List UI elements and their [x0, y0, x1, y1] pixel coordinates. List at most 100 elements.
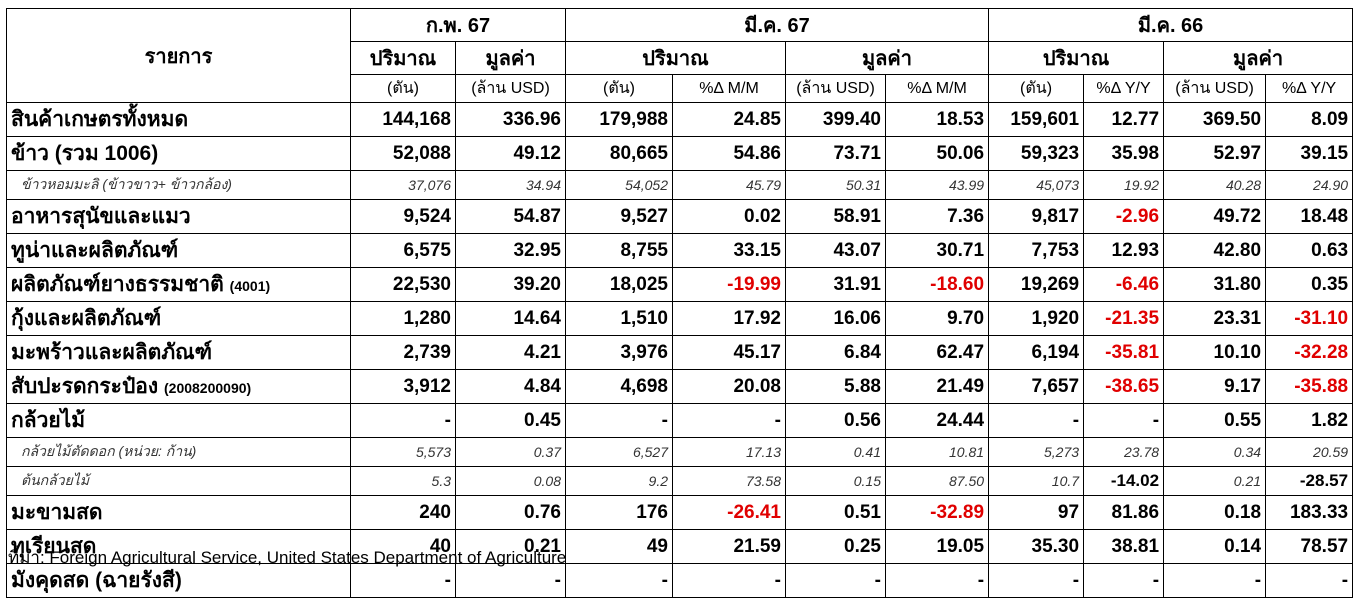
value-cell: 42.80	[1163, 233, 1267, 268]
header-cell: ปริมาณ	[350, 41, 456, 75]
unit-row: (ตัน) (ล้าน USD) (ตัน) %Δ M/M (ล้าน USD) %Δ M…	[7, 74, 1354, 103]
row-label: มะพร้าวและผลิตภัณฑ์	[6, 335, 351, 370]
value-cell: 23.31	[1163, 301, 1267, 336]
value-cell: 240	[350, 495, 456, 530]
value-cell: 5,273	[988, 437, 1085, 467]
table-row: กล้วยไม้ตัดดอก (หน่วย: ก้าน) 5,573 0.37 6,5…	[6, 437, 1354, 467]
header-cell: ปริมาณ	[565, 41, 786, 75]
table-header: รายการ ก.พ. 67 มี.ค. 67 มี.ค. 66 ปริมาณ …	[6, 8, 1354, 103]
label-text: ข้าวหอมมะลิ (ข้าวขาว+ ข้าวกล้อง)	[21, 176, 232, 192]
value-cell: 5.88	[785, 369, 886, 404]
table-row: ทุเรียนสด 40 0.21 49 21.59 0.25 19.05 35.30 38.8…	[6, 529, 1354, 564]
unit-cell: (ตัน)	[988, 74, 1085, 103]
value-cell: -18.60	[884, 267, 990, 302]
value-cell: 3,912	[350, 369, 456, 404]
value-cell: 19.92	[1083, 170, 1165, 200]
unit-cell: (ล้าน USD)	[455, 74, 566, 103]
label-text: อาหารสุนัขและแมว	[11, 205, 191, 228]
unit-cell: %Δ M/M	[672, 74, 786, 103]
row-label: กล้วยไม้	[6, 403, 351, 438]
table-row: ทูน่าและผลิตภัณฑ์ 6,575 32.95 8,755 33.15 43.…	[6, 233, 1354, 268]
label-text: สับปะรดกระป๋อง	[11, 375, 159, 398]
value-cell: 0.45	[455, 403, 566, 438]
value-cell: -	[1265, 563, 1354, 598]
value-cell: -	[672, 563, 786, 598]
value-cell: 8.09	[1265, 102, 1354, 137]
value-cell: 0.15	[785, 466, 886, 496]
value-cell: 9,527	[565, 199, 673, 234]
value-cell: 9.70	[884, 301, 990, 336]
value-cell: -19.99	[672, 267, 786, 302]
value-cell: 80,665	[565, 136, 673, 171]
value-cell: -32.28	[1265, 335, 1354, 370]
value-cell: 0.37	[455, 437, 566, 467]
value-cell: 45.17	[672, 335, 786, 370]
value-cell: 17.92	[672, 301, 786, 336]
value-cell: 54.87	[455, 199, 566, 234]
value-cell: 35.98	[1083, 136, 1165, 171]
value-cell: 9.2	[565, 466, 673, 496]
unit-cell: (ล้าน USD)	[1163, 74, 1267, 103]
value-cell: 38.81	[1083, 529, 1165, 564]
value-cell: 0.35	[1265, 267, 1354, 302]
value-cell: 49.72	[1163, 199, 1267, 234]
value-cell: 39.20	[455, 267, 566, 302]
unit-cell: (ตัน)	[350, 74, 456, 103]
value-cell: 7.36	[884, 199, 990, 234]
value-cell: 24.44	[884, 403, 990, 438]
value-cell: -38.65	[1083, 369, 1165, 404]
value-cell: 7,657	[988, 369, 1085, 404]
value-cell: 50.31	[785, 170, 886, 200]
value-cell: 58.91	[785, 199, 886, 234]
value-cell: 73.58	[672, 466, 786, 496]
value-cell: 49	[565, 529, 673, 564]
value-cell: 0.34	[1163, 437, 1267, 467]
label-text: มะขามสด	[11, 501, 103, 524]
value-cell: 0.25	[785, 529, 886, 564]
table-row: สินค้าเกษตรทั้งหมด 144,168 336.96 179,988 24…	[6, 102, 1354, 137]
label-text: กล้วยไม้ตัดดอก (หน่วย: ก้าน)	[21, 443, 197, 459]
row-label: สับปะรดกระป๋อง (2008200090)	[6, 369, 351, 404]
value-cell: 52,088	[350, 136, 456, 171]
value-cell: 54,052	[565, 170, 673, 200]
unit-cell: (ล้าน USD)	[785, 74, 886, 103]
value-cell: 6,194	[988, 335, 1085, 370]
value-cell: 5.3	[350, 466, 456, 496]
label-text: ต้นกล้วยไม้	[21, 472, 90, 488]
value-cell: 12.77	[1083, 102, 1165, 137]
row-label: กุ้งและผลิตภัณฑ์	[6, 301, 351, 336]
value-cell: 6.84	[785, 335, 886, 370]
row-label: ผลิตภัณฑ์ยางธรรมชาติ (4001)	[6, 267, 351, 302]
table-row: ต้นกล้วยไม้ 5.3 0.08 9.2 73.58 0.15 87.50 10.7-…	[6, 466, 1354, 496]
value-cell: 43.99	[884, 170, 990, 200]
value-cell: 22,530	[350, 267, 456, 302]
value-cell: 23.78	[1083, 437, 1165, 467]
unit-cell: %Δ Y/Y	[1265, 74, 1354, 103]
value-cell: 9,817	[988, 199, 1085, 234]
value-cell: 62.47	[884, 335, 990, 370]
value-cell: 6,527	[565, 437, 673, 467]
value-cell: 3,976	[565, 335, 673, 370]
value-cell: 9.17	[1163, 369, 1267, 404]
value-cell: 179,988	[565, 102, 673, 137]
value-cell: -	[988, 403, 1085, 438]
label-note: (4001)	[229, 278, 271, 294]
unit-cell: %Δ M/M	[884, 74, 990, 103]
value-cell: 54.86	[672, 136, 786, 171]
value-cell: 0.21	[455, 529, 566, 564]
row-label: ข้าว (รวม 1006)	[6, 136, 351, 171]
table-row: กล้วยไม้ -0.45- -0.56 24.44- -0.55 1.82	[6, 403, 1354, 438]
header-cell: มี.ค. 66	[988, 8, 1354, 42]
value-cell: 59,323	[988, 136, 1085, 171]
value-cell: -	[785, 563, 886, 598]
value-cell: 18.53	[884, 102, 990, 137]
value-cell: 5,573	[350, 437, 456, 467]
value-cell: 39.15	[1265, 136, 1354, 171]
header-cell: ก.พ. 67	[350, 8, 566, 42]
value-cell: 4.84	[455, 369, 566, 404]
value-cell: -	[884, 563, 990, 598]
header-cell: รายการ	[6, 8, 351, 103]
value-cell: 336.96	[455, 102, 566, 137]
label-text: ข้าว (รวม 1006)	[11, 142, 159, 165]
table-row: ข้าว (รวม 1006) 52,088 49.12 80,665 54.86 73.…	[6, 136, 1354, 171]
